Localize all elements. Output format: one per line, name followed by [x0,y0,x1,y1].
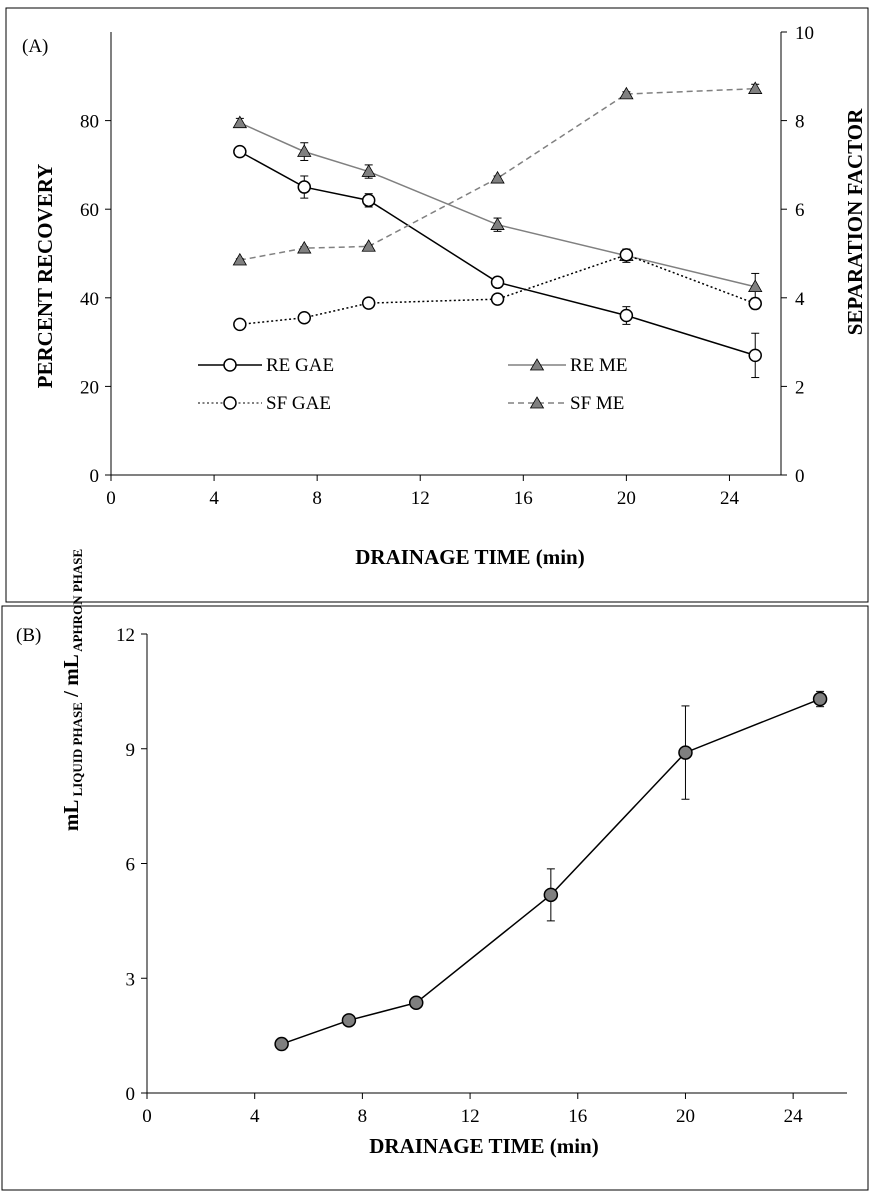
data-point [361,296,376,310]
panel-b-ylabel-sub2: APHRON PHASE [70,549,85,654]
panel-a-x-tick-label: 8 [312,488,322,509]
panel-b-x-tick-label: 20 [676,1106,695,1127]
data-point [619,248,634,262]
panel-b-label: (B) [16,625,41,646]
data-point [490,292,505,306]
panel-b-x-tick-label: 24 [784,1106,804,1127]
series-line-sf-me [239,87,756,261]
panel-b-xlabel: DRAINAGE TIME (min) [369,1134,598,1158]
panel-b-x-tick-label: 0 [142,1106,152,1127]
panel-a-xlabel: DRAINAGE TIME (min) [355,545,584,569]
panel-b-y-tick-label: 6 [126,855,136,876]
legend: RE GAE RE ME SF GAE SF ME [198,355,628,414]
panel-b-frame [1,605,869,1191]
data-point [812,691,828,707]
data-point [233,317,247,332]
panel-a-y2-tick-label: 6 [795,200,805,221]
panel-a-label: (A) [22,36,48,57]
data-point [232,115,248,129]
panel-b-y-tick-label: 12 [116,625,135,646]
panel-a-y-tick-label: 40 [80,289,99,310]
panel-a-y-tick-label: 20 [80,377,99,398]
panel-a-y2-tick-label: 4 [795,289,805,310]
panel-b-x-tick-label: 12 [461,1106,480,1127]
data-point [490,217,505,230]
panel-a-y-tick-label: 60 [80,200,99,221]
data-point [361,164,376,177]
panel-a-frame [5,7,869,603]
legend-label-re-gae: RE GAE [266,355,334,376]
data-point [678,745,693,760]
panel-b-x-tick-label: 4 [250,1106,260,1127]
panel-b-ylabel: mL LIQUID PHASE / mL APHRON PHASE [59,549,85,831]
data-point [490,275,505,290]
panel-a-x-tick-label: 24 [720,488,740,509]
data-point [361,239,376,252]
series-line-re-gae [239,150,756,357]
panel-b-x-tick-label: 16 [568,1106,587,1127]
data-point [748,81,763,94]
data-point [341,1013,357,1028]
data-point [490,170,505,184]
data-point [297,310,312,325]
data-point [619,86,634,100]
panel-a-x-tick-label: 20 [617,488,636,509]
panel-a-x-tick-label: 16 [514,488,533,509]
data-point [619,308,634,323]
legend-label-re-me: RE ME [570,355,628,376]
data-point [748,279,763,292]
panel-b-y-tick-label: 3 [126,969,136,990]
panel-b-y-tick-label: 0 [126,1084,136,1105]
data-point [233,144,247,159]
panel-b-ylabel-main: mL [59,800,83,832]
series-line-b [281,698,821,1045]
panel-b-ylabel-sep: / [59,686,83,702]
legend-label-sf-gae: SF GAE [266,393,331,414]
series-line-re-me [239,122,756,288]
data-point [297,144,312,157]
panel-a-x-tick-label: 12 [411,488,430,509]
data-point [274,1036,289,1052]
panel-b-ylabel-sub1: LIQUID PHASE [70,702,85,800]
panel-b-y-tick-label: 9 [126,740,136,761]
panel-a-y-tick-label: 0 [90,466,100,487]
panel-b-ylabel-main2: mL [59,654,83,686]
legend-label-sf-me: SF ME [570,393,624,414]
panel-a-y2-tick-label: 10 [795,23,814,44]
panel-b-x-tick-label: 8 [358,1106,368,1127]
panel-a-y-tick-label: 80 [80,112,99,133]
panel-a-ylabel: PERCENT RECOVERY [33,164,57,389]
legend-item-re-gae: RE GAE [198,355,334,376]
legend-item-re-me: RE ME [508,355,628,376]
panel-a-y2-tick-label: 0 [795,466,805,487]
panel-a-x-tick-label: 0 [106,488,116,509]
data-point [232,252,248,266]
panel-a-y2-tick-label: 8 [795,112,805,133]
panel-a-y2label: SEPARATION FACTOR [843,108,867,335]
data-point [748,296,762,311]
panel-a-x-tick-label: 4 [209,488,219,509]
data-point [543,887,559,903]
legend-item-sf-gae: SF GAE [198,393,331,414]
data-point [748,348,762,363]
data-point [297,180,312,194]
panel-a-y2-tick-label: 2 [795,377,805,398]
data-point [361,193,376,208]
data-point [297,240,312,254]
legend-item-sf-me: SF ME [508,393,624,414]
series-line-sf-gae [239,254,756,326]
data-point [408,995,424,1010]
